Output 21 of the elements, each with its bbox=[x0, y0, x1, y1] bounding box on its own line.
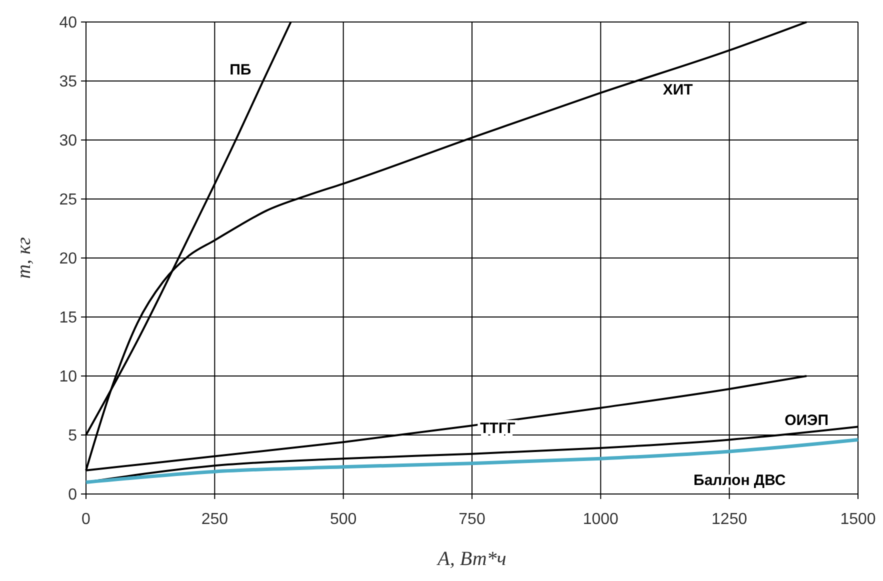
x-axis-title: A, Вт*ч bbox=[436, 548, 506, 570]
y-tick-label: 25 bbox=[59, 192, 78, 209]
x-tick-label: 250 bbox=[201, 511, 228, 528]
x-tick-label: 0 bbox=[82, 511, 91, 528]
series-label: ХИТ bbox=[662, 82, 693, 99]
y-tick-label: 20 bbox=[59, 250, 78, 268]
x-tick-label: 500 bbox=[330, 511, 357, 528]
y-tick-label: 5 bbox=[68, 428, 78, 445]
y-axis-title: m, кг bbox=[13, 237, 35, 279]
x-tick-label: 1000 bbox=[582, 511, 619, 528]
series-label: ОИЭП bbox=[784, 412, 828, 429]
y-tick-label: 10 bbox=[59, 368, 78, 386]
y-tick-label: 40 bbox=[59, 14, 78, 32]
y-tick-label: 30 bbox=[59, 132, 78, 150]
x-tick-label: 750 bbox=[458, 511, 486, 528]
y-tick-label: 15 bbox=[59, 310, 78, 327]
y-tick-label: 0 bbox=[68, 486, 78, 504]
y-tick-label: 35 bbox=[59, 74, 78, 91]
series-label: ПБ bbox=[230, 61, 252, 78]
x-tick-label: 1250 bbox=[712, 511, 748, 528]
x-tick-label: 1500 bbox=[840, 511, 876, 528]
